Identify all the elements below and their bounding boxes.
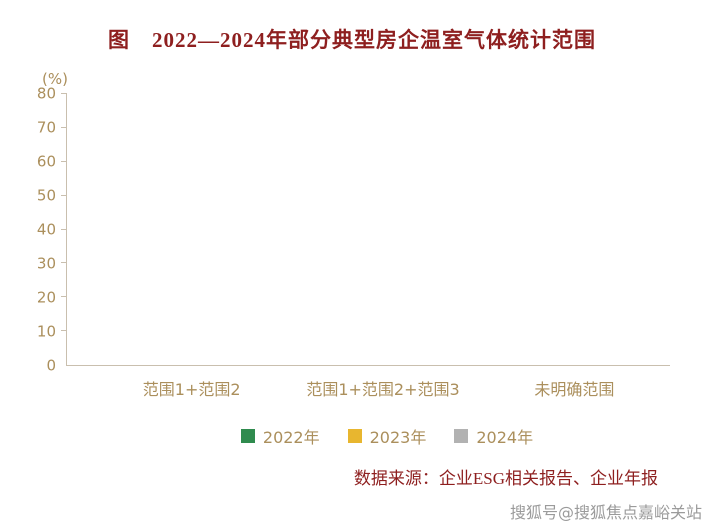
legend-item: 2023年 — [347, 424, 427, 448]
y-tick-label: 40 — [36, 220, 56, 239]
y-axis-tick-labels: 0 10 20 30 40 50 60 70 80 — [30, 86, 66, 373]
legend-swatch — [240, 429, 255, 443]
x-axis-category-labels: 范围1+范围2 范围1+范围2+范围3 未明确范围 — [96, 366, 670, 400]
chart-legend: 2022年 2023年 2024年 — [70, 424, 704, 448]
y-tick-mark — [61, 194, 67, 196]
y-tick-mark — [61, 160, 67, 162]
y-tick-label: 0 — [46, 356, 56, 375]
y-tick-label: 80 — [36, 84, 56, 103]
plot-row: 0 10 20 30 40 50 60 70 80 — [30, 86, 704, 373]
legend-swatch — [347, 429, 362, 443]
legend-label: 2022年 — [262, 428, 320, 447]
y-tick-label: 10 — [36, 322, 56, 341]
y-tick-mark — [61, 296, 67, 298]
x-category-label: 范围1+范围2+范围3 — [306, 380, 460, 399]
y-tick-label: 50 — [36, 186, 56, 205]
y-tick-label: 20 — [36, 288, 56, 307]
y-tick-label: 60 — [36, 152, 56, 171]
x-category-label: 未明确范围 — [534, 380, 615, 399]
legend-swatch — [454, 429, 469, 443]
y-axis-unit-label: (%) — [42, 70, 68, 88]
legend-item: 2022年 — [240, 424, 320, 448]
data-source-note: 数据来源：企业ESG相关报告、企业年报 — [353, 469, 658, 488]
y-tick-mark — [61, 330, 67, 332]
y-tick-label: 30 — [36, 254, 56, 273]
bar-chart: (%) 0 10 20 30 40 50 60 70 80 范围1+范围2 范围1+范围2+范围3… — [0, 70, 704, 448]
chart-page: 图 2022—2024年部分典型房企温室气体统计范围 (%) 0 10 20 30 40… — [0, 28, 704, 522]
legend-label: 2023年 — [369, 428, 427, 447]
chart-title: 图 2022—2024年部分典型房企温室气体统计范围 — [108, 28, 596, 52]
legend-item: 2024年 — [454, 424, 533, 448]
x-category-label: 范围1+范围2 — [142, 380, 241, 399]
y-tick-label: 70 — [36, 118, 56, 137]
legend-label: 2024年 — [476, 428, 534, 447]
y-tick-mark — [61, 93, 67, 94]
bar-groups — [67, 94, 670, 365]
y-tick-mark — [61, 262, 67, 264]
y-tick-mark — [61, 126, 67, 128]
watermark: 搜狐号@搜狐焦点嘉峪关站 — [509, 503, 702, 522]
plot-area — [61, 93, 670, 366]
y-tick-mark — [61, 228, 67, 230]
